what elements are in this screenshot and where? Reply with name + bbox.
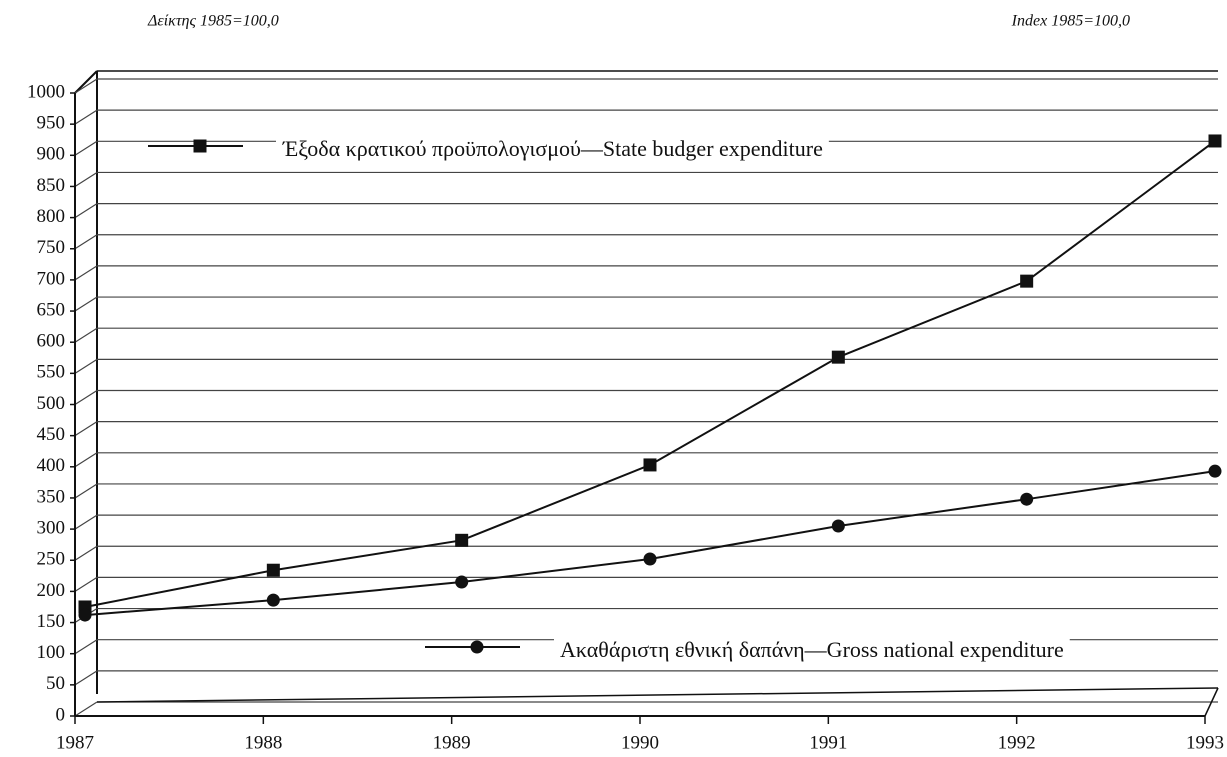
y-tick-label: 750 <box>37 237 66 258</box>
y-tick-label: 50 <box>46 673 65 694</box>
y-tick-label: 350 <box>37 486 66 507</box>
side-grid-line <box>74 389 98 406</box>
y-tick-label: 250 <box>37 549 66 570</box>
side-grid-line <box>74 358 98 374</box>
data-point <box>831 519 845 533</box>
y-tick-label: 950 <box>37 113 66 134</box>
side-grid-line <box>74 483 98 499</box>
legend-bg <box>554 637 1070 663</box>
y-tick-label: 550 <box>37 362 66 383</box>
side-grid-line <box>74 203 98 219</box>
side-grid-line <box>74 545 98 561</box>
floor-right <box>1204 687 1219 717</box>
data-point <box>1208 464 1222 478</box>
side-grid-line <box>74 171 98 187</box>
y-tick-label: 450 <box>37 424 66 445</box>
y-tick-label: 900 <box>37 144 66 165</box>
legend-bg <box>276 136 829 162</box>
side-grid-line <box>74 109 98 125</box>
x-tick-label: 1987 <box>56 732 94 753</box>
y-tick-label: 100 <box>37 642 66 663</box>
data-point <box>78 608 92 622</box>
data-point <box>455 533 469 547</box>
x-tick-label: 1992 <box>998 732 1036 753</box>
data-point <box>643 552 657 566</box>
data-point <box>266 593 280 607</box>
legend-marker <box>470 640 484 654</box>
y-tick-label: 600 <box>37 331 66 352</box>
side-grid-line <box>74 421 98 437</box>
side-grid-line <box>74 701 98 717</box>
side-grid-line <box>74 452 98 468</box>
x-tick-label: 1988 <box>244 732 282 753</box>
y-tick-label: 400 <box>37 455 66 476</box>
side-grid-line <box>74 327 98 343</box>
y-tick-label: 150 <box>37 611 66 632</box>
side-grid-line <box>74 140 98 156</box>
y-tick-label: 500 <box>37 393 66 414</box>
y-tick-label: 0 <box>56 704 66 725</box>
data-point <box>831 350 845 364</box>
y-tick-label: 1000 <box>27 81 65 102</box>
y-tick-label: 200 <box>37 580 66 601</box>
data-point <box>643 458 657 472</box>
x-tick-label: 1993 <box>1186 732 1224 753</box>
x-tick-label: 1990 <box>621 732 659 753</box>
side-grid-line <box>74 514 98 530</box>
y-tick-label: 850 <box>37 175 66 196</box>
x-tick-label: 1991 <box>809 732 847 753</box>
y-tick-label: 650 <box>37 299 66 320</box>
y-tick-label: 300 <box>37 517 66 538</box>
x-tick-label: 1989 <box>433 732 471 753</box>
data-point <box>1020 274 1034 288</box>
side-grid-line <box>74 234 98 250</box>
top-side <box>74 70 98 94</box>
header-left: Δείκτης 1985=100,0 <box>147 13 279 30</box>
legend-label: Έξοδα κρατικού προϋπολογισμού—State budg… <box>282 136 823 161</box>
data-point <box>1020 492 1034 506</box>
legend-label: Ακαθάριστη εθνική δαπάνη—Gross national … <box>560 637 1064 662</box>
floor-back <box>96 687 1219 703</box>
side-grid-line <box>74 265 98 281</box>
series-line <box>84 470 1216 617</box>
y-tick-label: 800 <box>37 206 66 227</box>
data-point <box>1208 134 1222 148</box>
legend-marker <box>193 139 207 153</box>
series-line <box>84 140 1216 608</box>
y-tick-label: 700 <box>37 268 66 289</box>
side-grid-line <box>74 576 98 592</box>
side-grid-line <box>74 639 98 655</box>
data-point <box>455 575 469 589</box>
data-point <box>266 563 280 577</box>
header-right: Index 1985=100,0 <box>1011 13 1130 30</box>
side-grid-line <box>74 670 98 686</box>
side-grid-line <box>74 78 98 94</box>
side-grid-line <box>74 296 98 312</box>
